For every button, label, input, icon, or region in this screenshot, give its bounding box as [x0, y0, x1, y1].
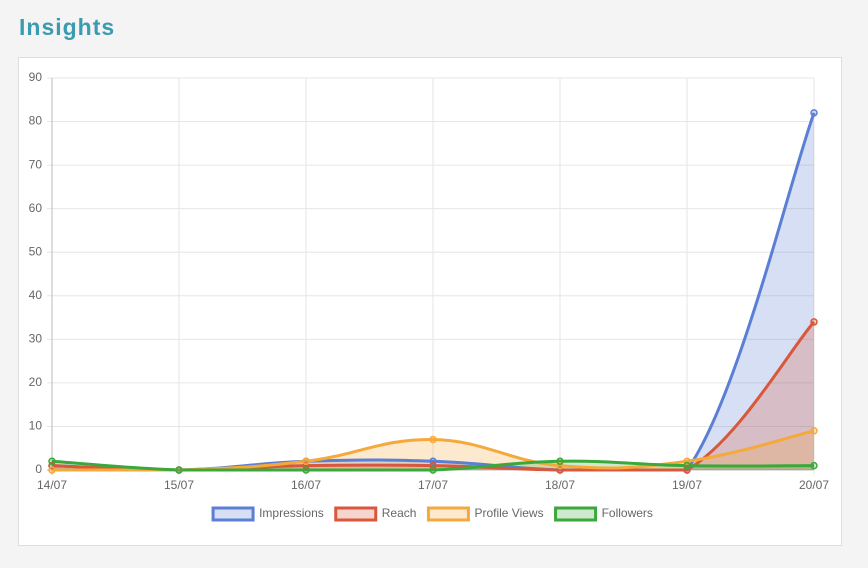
data-point: [429, 435, 437, 444]
legend-label: Impressions: [259, 506, 324, 520]
y-tick-label: 0: [35, 462, 42, 476]
y-tick-label: 30: [29, 332, 43, 346]
x-tick-label: 20/07: [799, 478, 829, 492]
data-point: [302, 466, 310, 474]
y-tick-label: 20: [29, 375, 43, 389]
x-tick-label: 18/07: [545, 478, 575, 492]
legend-swatch: [334, 506, 378, 522]
data-point: [48, 457, 56, 466]
x-tick-label: 19/07: [672, 478, 702, 492]
y-tick-label: 70: [29, 157, 43, 171]
y-tick-label: 10: [29, 419, 43, 433]
legend-swatch: [554, 506, 598, 522]
x-tick-label: 14/07: [37, 478, 67, 492]
data-point: [810, 109, 818, 117]
data-point: [810, 427, 818, 435]
legend-swatch: [211, 506, 255, 522]
legend-swatch: [426, 506, 470, 522]
page-title: Insights: [19, 14, 116, 40]
y-tick-label: 80: [29, 114, 43, 128]
data-point: [429, 466, 437, 474]
data-point: [810, 318, 818, 326]
data-point: [175, 466, 183, 474]
data-point: [302, 457, 310, 466]
series-area: [52, 112, 814, 470]
legend-label: Reach: [382, 506, 417, 520]
y-tick-label: 60: [29, 201, 43, 215]
data-point: [556, 457, 564, 466]
legend-label: Followers: [602, 506, 653, 520]
data-point: [683, 461, 691, 470]
x-tick-label: 16/07: [291, 478, 321, 492]
series-line: [51, 459, 815, 472]
data-point: [810, 461, 818, 470]
x-tick-label: 15/07: [164, 478, 194, 492]
x-tick-label: 17/07: [418, 478, 448, 492]
series-area: [52, 321, 814, 470]
legend-label: Profile Views: [474, 506, 543, 520]
y-tick-label: 50: [29, 244, 43, 258]
data-point: [48, 466, 56, 474]
series-area: [52, 430, 814, 470]
y-tick-label: 90: [29, 70, 43, 84]
y-tick-label: 40: [29, 288, 43, 302]
